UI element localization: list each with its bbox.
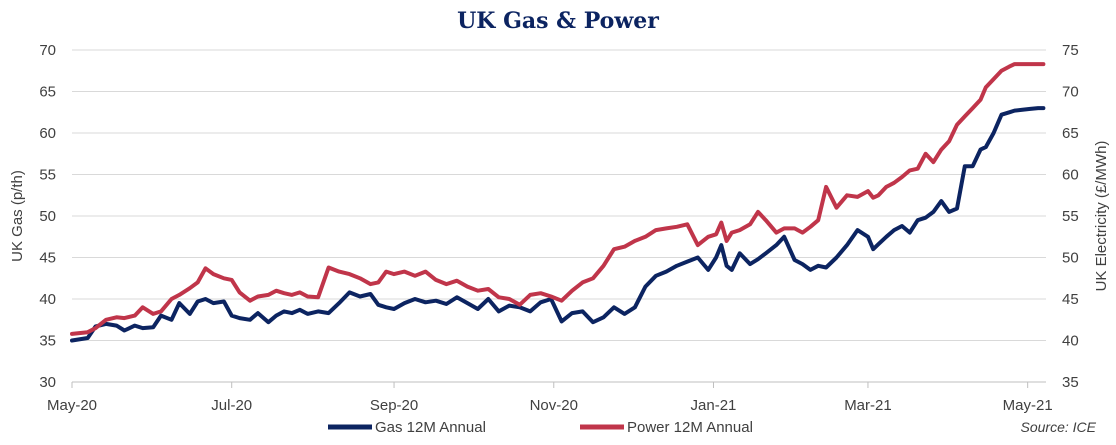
legend: Gas 12M Annual Power 12M Annual (328, 419, 753, 436)
y-tick-right: 75 (1062, 42, 1079, 59)
y-tick-right: 45 (1062, 291, 1079, 308)
gas-series-line (70, 106, 1046, 343)
x-tick-label: Jul-20 (211, 397, 252, 414)
source-note: Source: ICE (1021, 419, 1097, 435)
x-tick-label: Nov-20 (530, 397, 578, 414)
y-tick-left: 40 (39, 291, 56, 308)
x-tick-label: Sep-20 (370, 397, 418, 414)
y-tick-right: 70 (1062, 84, 1079, 101)
y-tick-left: 35 (39, 333, 56, 350)
axes: 30 35 35 40 40 45 45 50 50 55 55 60 60 65 65 70 70 75 May-… (39, 42, 1078, 414)
y-tick-left: 60 (39, 125, 56, 142)
y-tick-left: 45 (39, 250, 56, 267)
y-tick-right: 35 (1062, 374, 1079, 391)
x-tick-label: Mar-21 (844, 397, 892, 414)
series-lines (70, 62, 1046, 343)
y-tick-right: 50 (1062, 250, 1079, 267)
x-tick-label: May-21 (1003, 397, 1053, 414)
y-tick-right: 40 (1062, 333, 1079, 350)
x-tick-label: May-20 (47, 397, 97, 414)
y-tick-right: 65 (1062, 125, 1079, 142)
legend-label-power: Power 12M Annual (627, 419, 753, 436)
legend-label-gas: Gas 12M Annual (375, 419, 486, 436)
y-tick-left: 30 (39, 374, 56, 391)
y-tick-left: 70 (39, 42, 56, 59)
y-axis-left-label: UK Gas (p/th) (9, 170, 26, 262)
gridlines (72, 49, 1046, 341)
y-tick-left: 50 (39, 208, 56, 225)
y-tick-left: 55 (39, 167, 56, 184)
y-axis-right-label: UK Electricity (£/MWh) (1093, 141, 1110, 292)
x-tick-label: Jan-21 (691, 397, 737, 414)
y-tick-right: 60 (1062, 167, 1079, 184)
power-series-line (70, 62, 1046, 336)
y-tick-left: 65 (39, 84, 56, 101)
y-tick-right: 55 (1062, 208, 1079, 225)
chart-title: UK Gas & Power (457, 8, 659, 34)
